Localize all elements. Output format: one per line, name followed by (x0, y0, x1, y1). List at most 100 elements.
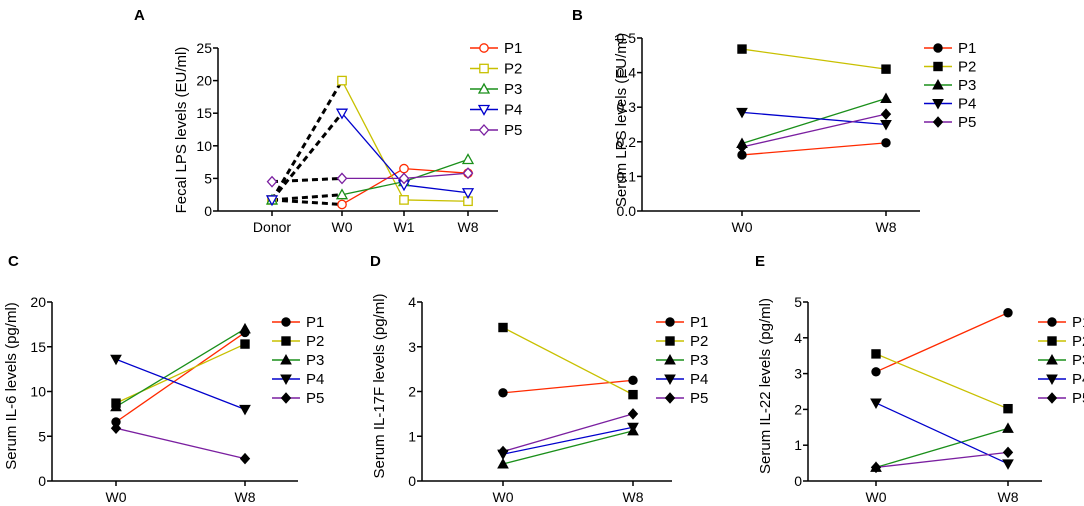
y-tick-label: 0.2 (617, 134, 637, 150)
legend-label: P2 (1072, 333, 1084, 350)
y-tick-label: 20 (30, 294, 46, 310)
data-point-p5 (336, 172, 348, 185)
legend-marker (478, 124, 490, 136)
legend-label: P2 (690, 333, 708, 350)
legend-label: P5 (1072, 390, 1084, 407)
series-line-p3 (741, 97, 887, 145)
y-axis-label: Serum LPS levels (EU/ml) (613, 33, 630, 207)
x-tick-label: W0 (866, 489, 887, 505)
legend-label: P1 (958, 40, 976, 57)
legend-marker (479, 63, 489, 74)
panel-c: C Serum IL-6 levels (pg/ml) 0 5 10 15 20 W0 W8 P1… (3, 253, 324, 505)
data-point-p4 (880, 120, 892, 131)
series-line-p3 (341, 181, 405, 196)
series-line-p1 (741, 142, 887, 156)
data-point-p4 (265, 195, 279, 207)
legend-marker (932, 78, 944, 90)
y-tick-label: 5 (204, 170, 212, 186)
legend-label: P3 (690, 352, 708, 369)
data-point-p3 (335, 188, 349, 200)
series-line-p5 (741, 113, 887, 148)
data-point-p4 (627, 422, 639, 434)
legend-marker (1046, 374, 1058, 386)
y-tick-label: 1 (408, 428, 416, 444)
data-point-p5 (398, 172, 410, 185)
series-line-p1 (341, 168, 405, 206)
data-point-p1 (1003, 308, 1013, 318)
legend-label: P3 (306, 352, 324, 369)
series-line-p5 (115, 427, 246, 460)
series-line-p5 (502, 413, 634, 453)
y-tick-label: 15 (196, 105, 212, 121)
legend-marker (664, 392, 676, 404)
legend-label: P2 (504, 61, 522, 78)
series-line-p5 (271, 176, 343, 184)
x-tick-label: W0 (332, 219, 353, 235)
legend-label: P5 (306, 390, 324, 407)
legend-marker (932, 116, 944, 128)
series-line-p4 (741, 111, 887, 126)
legend-marker (477, 104, 491, 116)
data-point-p4 (335, 108, 349, 120)
data-point-p5 (462, 167, 474, 180)
x-tick-label: W8 (235, 489, 256, 505)
y-tick-label: 0 (794, 473, 802, 489)
legend-label: P5 (504, 122, 522, 139)
series-line-p4 (341, 112, 405, 186)
y-tick-label: 10 (30, 384, 46, 400)
legend-label: P1 (1072, 314, 1084, 331)
x-tick-label: W0 (493, 489, 514, 505)
data-point-p4 (870, 398, 882, 409)
legend-label: P4 (958, 96, 976, 113)
series-line-p5 (875, 451, 1009, 469)
data-point-p3 (497, 457, 509, 469)
series-line-p4 (875, 402, 1009, 465)
legend-marker (664, 374, 676, 386)
data-point-p2 (737, 44, 747, 54)
y-tick-label: 0.4 (617, 65, 637, 81)
legend-label: P2 (958, 59, 976, 76)
legend-marker (1046, 392, 1058, 404)
data-point-p3 (461, 153, 475, 165)
series-line-p2 (341, 80, 405, 201)
x-tick-label: W0 (732, 219, 753, 235)
data-point-p2 (871, 349, 881, 359)
series-line-p1 (115, 331, 246, 423)
legend-marker (665, 317, 675, 327)
data-point-p5 (497, 445, 509, 458)
data-point-p5 (880, 108, 892, 120)
data-point-p3 (1002, 422, 1014, 433)
legend-label: P3 (1072, 352, 1084, 369)
series-line-p3 (115, 328, 246, 408)
data-point-p2 (337, 75, 347, 86)
y-tick-label: 10 (196, 138, 212, 154)
data-point-p3 (880, 92, 892, 104)
series-line-p2 (502, 326, 634, 396)
series-line-p1 (875, 312, 1009, 373)
series-line-p3 (403, 158, 469, 183)
data-point-p1 (881, 138, 891, 148)
series-line-p4 (403, 184, 469, 194)
data-point-p1 (498, 388, 508, 398)
legend-marker (281, 317, 291, 327)
data-point-p2 (628, 389, 638, 400)
legend-label: P4 (306, 371, 324, 388)
data-point-p2 (1003, 403, 1013, 414)
data-point-p4 (239, 404, 251, 416)
data-point-p2 (881, 64, 891, 74)
legend-label: P4 (504, 102, 522, 119)
y-tick-label: 4 (408, 294, 416, 310)
data-point-p1 (871, 367, 881, 377)
data-point-p5 (736, 141, 748, 153)
x-tick-label: W8 (623, 489, 644, 505)
x-tick-label: W8 (458, 219, 479, 235)
legend-label: P1 (690, 314, 708, 331)
panel-a: A Fecal LPS levels (EU/ml) 0 5 10 15 20 25 Donor… (134, 7, 522, 235)
x-tick-label: W1 (394, 219, 415, 235)
y-tick-label: 0 (204, 203, 212, 219)
data-point-p1 (399, 163, 409, 174)
data-point-p2 (498, 322, 508, 333)
y-tick-label: 0.1 (617, 168, 637, 184)
y-tick-label: 2 (408, 384, 416, 400)
y-tick-label: 1 (794, 437, 802, 453)
